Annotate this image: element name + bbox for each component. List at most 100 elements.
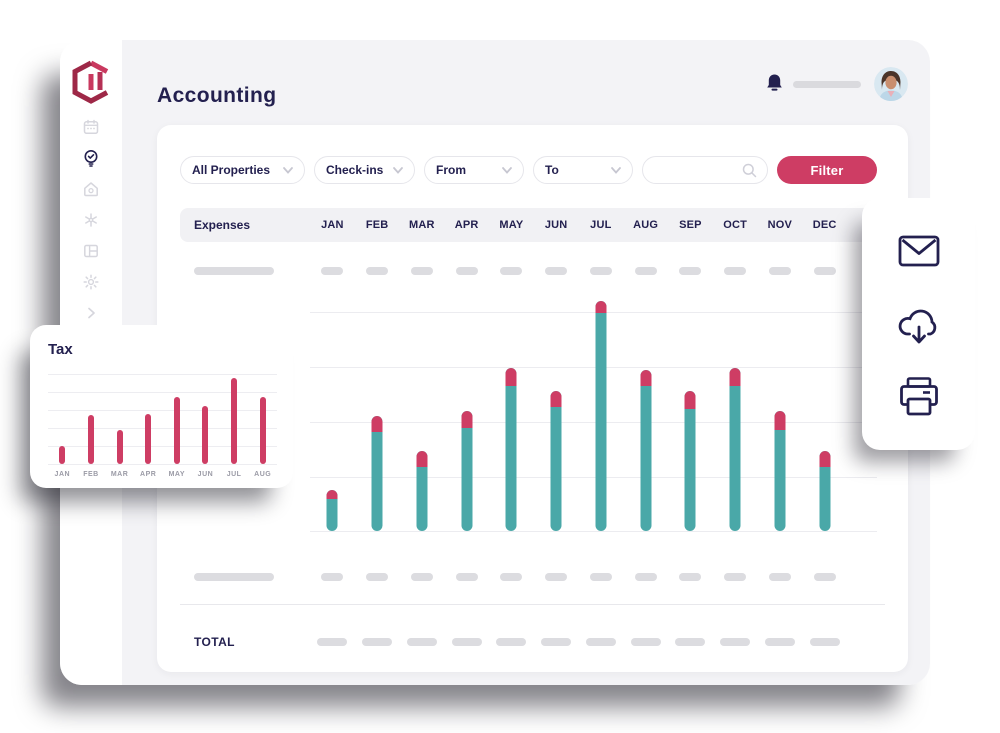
value-skeleton xyxy=(679,267,702,275)
notification-bell-icon[interactable] xyxy=(765,73,784,93)
table-header-grid: Expenses JAN FEB MAR APR MAY JUN JUL AUG SEP OCT N… xyxy=(180,208,885,242)
month-header-dec: DEC xyxy=(812,219,837,231)
checkins-dropdown[interactable]: Check-ins xyxy=(314,156,415,184)
tax-month-label: JUN xyxy=(197,471,214,478)
total-value-skeleton xyxy=(317,638,348,646)
tax-bar-aug xyxy=(259,396,266,464)
user-name-skeleton xyxy=(793,81,861,88)
total-value-skeleton xyxy=(809,638,840,646)
value-skeleton xyxy=(500,267,523,275)
to-date-dropdown[interactable]: To xyxy=(533,156,633,184)
tax-bar-jun xyxy=(202,405,209,464)
snowflake-icon[interactable] xyxy=(82,211,100,229)
month-header-jan: JAN xyxy=(321,219,344,231)
month-header-sep: SEP xyxy=(679,219,702,231)
total-value-skeleton xyxy=(496,638,527,646)
month-header-apr: APR xyxy=(454,219,479,231)
month-header-aug: AUG xyxy=(633,219,659,231)
mail-icon[interactable] xyxy=(896,228,942,274)
brand-logo-icon xyxy=(72,60,109,104)
value-skeleton xyxy=(634,267,657,275)
value-skeleton xyxy=(321,573,344,581)
value-skeleton xyxy=(724,573,747,581)
tax-bar-may xyxy=(173,396,180,464)
bar-jul xyxy=(595,301,607,531)
table-header: Expenses JAN FEB MAR APR MAY JUN JUL AUG SEP OCT N… xyxy=(180,208,885,242)
bar-aug xyxy=(640,370,652,531)
bar-jan xyxy=(326,489,338,531)
total-value-skeleton xyxy=(675,638,706,646)
search-input[interactable] xyxy=(653,163,742,177)
filter-button[interactable]: Filter xyxy=(777,156,877,184)
tax-bar-mar xyxy=(116,429,123,464)
layout-icon[interactable] xyxy=(82,242,100,260)
value-skeleton xyxy=(768,267,791,275)
tax-month-labels: JAN FEB MAR APR MAY JUN JUL AUG xyxy=(48,471,277,478)
tax-card-title: Tax xyxy=(48,341,73,358)
calendar-icon[interactable] xyxy=(82,118,100,136)
bar-cap-jan xyxy=(326,489,338,499)
bar-cap-jul xyxy=(595,301,607,313)
total-label: TOTAL xyxy=(194,635,235,649)
tax-month-label: AUG xyxy=(254,471,272,478)
bar-cap-dec xyxy=(819,450,831,467)
month-header-jul: JUL xyxy=(590,219,612,231)
bar-cap-apr xyxy=(461,411,473,428)
expenses-bar-chart xyxy=(180,301,885,532)
month-header-feb: FEB xyxy=(365,219,389,231)
accounting-card: All Properties Check-ins From To xyxy=(157,125,908,672)
month-header-jun: JUN xyxy=(544,219,568,231)
chart-bars xyxy=(180,301,885,532)
skeleton-row xyxy=(180,266,885,276)
chevron-down-icon xyxy=(502,166,512,174)
total-grid: TOTAL xyxy=(180,627,885,657)
month-header-mar: MAR xyxy=(409,219,435,231)
tax-bar-jul xyxy=(231,377,238,464)
bar-may xyxy=(505,367,517,531)
gridline xyxy=(310,312,877,313)
actions-panel xyxy=(862,198,975,450)
bar-apr xyxy=(461,411,473,531)
checkins-dropdown-label: Check-ins xyxy=(326,163,384,177)
from-date-dropdown[interactable]: From xyxy=(424,156,524,184)
user-avatar[interactable] xyxy=(874,67,908,101)
value-skeleton xyxy=(768,573,791,581)
cloud-download-icon[interactable] xyxy=(896,301,942,347)
from-dropdown-label: From xyxy=(436,163,466,177)
gear-icon[interactable] xyxy=(82,273,100,291)
bar-cap-mar xyxy=(416,450,428,467)
chevron-down-icon xyxy=(283,166,293,174)
printer-icon[interactable] xyxy=(896,374,942,420)
chevron-right-icon[interactable] xyxy=(82,304,100,322)
gridline xyxy=(48,428,277,429)
tax-month-label: JAN xyxy=(54,471,71,478)
lightbulb-check-icon[interactable] xyxy=(82,149,100,167)
value-skeleton xyxy=(813,573,836,581)
tax-popup-card: Tax JAN FEB MAR APR MAY JUN JUL AUG xyxy=(30,325,293,488)
sidebar-nav xyxy=(82,118,100,322)
bar-cap-jun xyxy=(550,390,562,407)
total-value-skeleton xyxy=(406,638,437,646)
app-window: Accounting All Properties Che xyxy=(60,40,930,685)
tax-bar-apr xyxy=(145,413,152,464)
bar-sep xyxy=(684,390,696,531)
value-skeleton xyxy=(321,267,344,275)
total-value-skeleton xyxy=(451,638,482,646)
page-title: Accounting xyxy=(157,84,277,107)
tax-month-label: APR xyxy=(140,471,157,478)
row-label-skeleton xyxy=(194,267,274,275)
properties-dropdown[interactable]: All Properties xyxy=(180,156,305,184)
month-header-may: MAY xyxy=(499,219,524,231)
bar-nov xyxy=(774,411,786,531)
value-skeleton xyxy=(724,267,747,275)
value-skeleton xyxy=(455,573,478,581)
total-value-skeleton xyxy=(720,638,751,646)
value-skeleton xyxy=(366,267,389,275)
value-skeleton xyxy=(366,573,389,581)
total-value-skeleton xyxy=(362,638,393,646)
bar-cap-aug xyxy=(640,370,652,387)
home-icon[interactable] xyxy=(82,180,100,198)
value-skeleton xyxy=(813,267,836,275)
tax-chart-bars xyxy=(48,374,277,464)
